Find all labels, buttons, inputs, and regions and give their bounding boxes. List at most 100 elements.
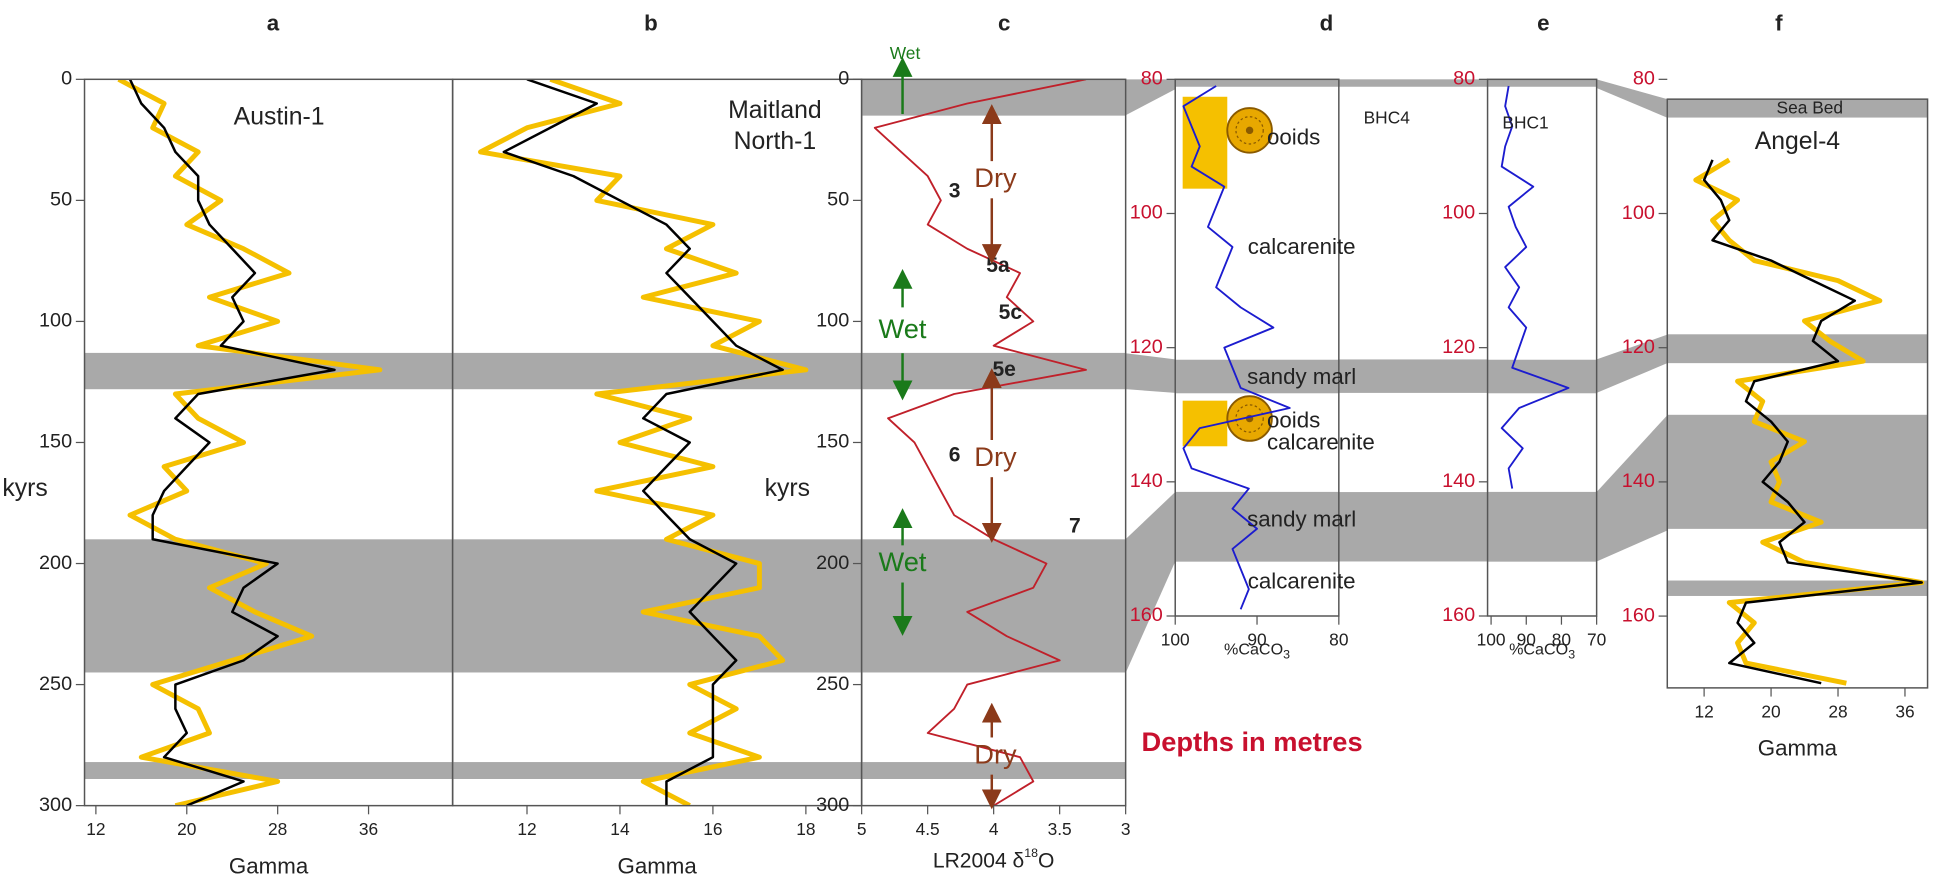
x-axis-label: %CaCO3 [1224,641,1290,662]
series-line [873,79,1087,806]
series-line [478,79,809,806]
annotation: 7 [1069,514,1081,537]
y-tick-label: 100 [39,310,72,332]
x-tick-label: 5 [857,819,867,839]
y-tick-label: 100 [1130,202,1163,224]
y-tick-label: 0 [838,68,849,90]
connector [1596,79,1668,118]
annotation: Wet [890,43,921,63]
panel: 12 20 28 36 80 100 120 140 160 f Gamma Sea Bed Angel… [1622,11,1929,761]
x-tick-label: 12 [1694,701,1713,721]
y-tick-label: 150 [816,431,849,453]
annotation: Austin-1 [234,103,325,130]
band [1667,414,1928,529]
x-tick-label: 28 [268,819,287,839]
panel-title: b [644,11,658,36]
band [861,539,1126,673]
x-tick-label: 80 [1552,629,1571,649]
annotation: Wet [879,546,927,577]
y-tick-label: 80 [1633,68,1655,90]
y-tick-label: 250 [816,673,849,695]
band [84,539,453,673]
y-tick-label: 80 [1453,68,1475,90]
series-line [1693,157,1925,686]
band-connectors [1125,79,1668,674]
y-tick-label: 200 [816,552,849,574]
panel-title: f [1775,11,1783,36]
band [1667,99,1928,118]
band [861,762,1126,780]
annotation: Angel-4 [1755,128,1841,155]
connector [1596,334,1668,393]
panel: 100 90 80 70 80 100 120 140 160 e %CaCO3 BHC1 [1442,11,1606,662]
connector [1125,353,1176,393]
y-tick-label: 50 [827,189,849,211]
x-tick-label: 14 [610,819,630,839]
band [1487,491,1597,562]
x-axis-label: LR2004 δ18O [933,846,1055,872]
series-line [1702,159,1923,685]
x-tick-label: 20 [177,819,196,839]
annotation: Dry [974,162,1017,193]
x-axis-label-part: 3 [1568,648,1575,662]
x-tick-label: 16 [703,819,722,839]
y-tick-label: 0 [61,68,72,90]
ooid-icon-ring [1235,404,1264,433]
y-tick-label: 140 [1622,470,1655,492]
y-tick-label: 50 [50,189,72,211]
x-axis-label: %CaCO3 [1509,641,1575,662]
band [1175,359,1339,394]
annotation: calcarenite [1267,430,1375,455]
series-line [117,79,383,806]
y-tick-label: 160 [1130,604,1163,626]
x-axis-label: Gamma [617,853,697,878]
y-tick-label: 200 [39,552,72,574]
x-axis-label-part: LR2004 δ [933,849,1024,872]
annotation: Dry [974,441,1017,472]
x-tick-label: 70 [1587,629,1606,649]
band [1175,491,1339,562]
x-tick-label: 3 [1121,819,1131,839]
connector [1125,492,1176,674]
x-tick-label: 20 [1761,701,1780,721]
annotation: 3 [949,180,961,203]
x-tick-label: 4 [989,819,999,839]
x-tick-label: 12 [86,819,105,839]
plot-frame [1666,98,1929,689]
x-axis-label-part: 18 [1024,846,1038,860]
plot-frame [451,78,863,807]
x-axis-label: Gamma [1758,736,1838,761]
y-tick-label: 140 [1442,470,1475,492]
band [1667,334,1928,364]
connector [1596,415,1668,562]
x-tick-label: 3.5 [1048,819,1072,839]
annotation: North-1 [734,128,817,155]
note: Depths in metres [1142,726,1363,757]
series-line [1500,85,1570,489]
connector [1338,359,1488,393]
x-tick-label: 100 [1477,629,1506,649]
y-tick-label: 140 [1130,470,1163,492]
annotation: 6 [949,444,961,467]
annotation: 5e [992,358,1015,381]
annotation: ooids [1267,125,1320,150]
x-axis-label: Gamma [229,853,309,878]
connector [1175,79,1597,87]
x-tick-label: 80 [1329,629,1348,649]
series-line [128,79,336,806]
ooid-icon-ring [1235,116,1264,145]
x-tick-label: 18 [796,819,815,839]
y-tick-label: 300 [39,794,72,816]
annotation: BHC4 [1364,108,1411,128]
y-tick-label: 160 [1622,604,1655,626]
y-tick-label: 160 [1442,604,1475,626]
annotation: calcarenite [1248,234,1356,259]
y-tick-label: 120 [1622,336,1655,358]
annotation: BHC1 [1502,113,1548,133]
ooid-interval [1182,96,1228,189]
x-axis-label-part: 3 [1283,648,1290,662]
band [1667,580,1928,596]
x-tick-label: 4.5 [916,819,940,839]
